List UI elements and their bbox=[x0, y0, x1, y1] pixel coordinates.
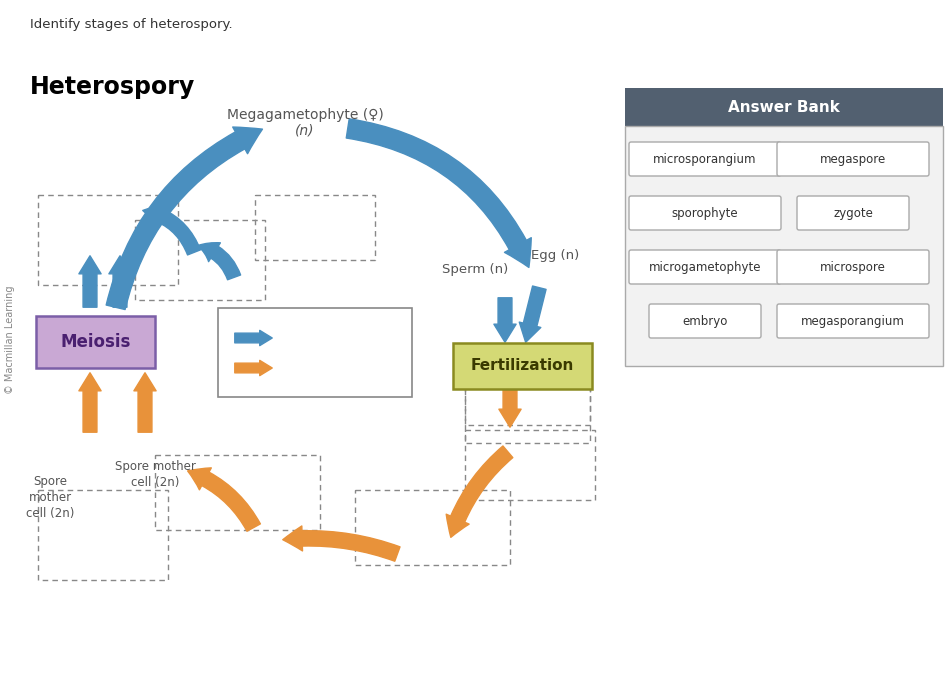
FancyArrowPatch shape bbox=[134, 373, 156, 432]
FancyBboxPatch shape bbox=[629, 250, 781, 284]
FancyArrowPatch shape bbox=[446, 446, 513, 538]
Text: Spore
mother
cell (2n): Spore mother cell (2n) bbox=[26, 475, 74, 520]
FancyArrowPatch shape bbox=[520, 286, 546, 342]
Text: n: n bbox=[337, 332, 345, 344]
Text: microsporangium: microsporangium bbox=[654, 153, 757, 165]
Text: Heterospory: Heterospory bbox=[30, 75, 196, 99]
Bar bbox=[355, 490, 510, 565]
FancyBboxPatch shape bbox=[36, 316, 155, 368]
FancyBboxPatch shape bbox=[218, 308, 412, 397]
Text: megasporangium: megasporangium bbox=[801, 315, 905, 327]
Text: ): ) bbox=[346, 332, 351, 344]
Text: ): ) bbox=[358, 361, 363, 374]
FancyArrowPatch shape bbox=[79, 256, 101, 307]
Bar bbox=[155, 455, 320, 530]
Text: n: n bbox=[349, 361, 357, 374]
Bar bbox=[38, 490, 168, 580]
FancyArrowPatch shape bbox=[198, 243, 240, 280]
Text: (n): (n) bbox=[295, 123, 314, 137]
Text: megaspore: megaspore bbox=[820, 153, 886, 165]
FancyBboxPatch shape bbox=[649, 304, 761, 338]
FancyArrowPatch shape bbox=[346, 119, 531, 267]
FancyArrowPatch shape bbox=[142, 205, 200, 255]
Text: © Macmillan Learning: © Macmillan Learning bbox=[5, 285, 15, 394]
Text: sporophyte: sporophyte bbox=[672, 207, 738, 220]
Text: Diploid (2: Diploid (2 bbox=[282, 361, 342, 374]
Bar bbox=[135, 220, 265, 300]
FancyArrowPatch shape bbox=[235, 330, 273, 346]
Bar bbox=[465, 365, 590, 425]
FancyArrowPatch shape bbox=[494, 298, 516, 342]
Text: Spore mother
cell (2n): Spore mother cell (2n) bbox=[115, 460, 196, 489]
Text: Megagametophyte (♀): Megagametophyte (♀) bbox=[227, 108, 384, 122]
Text: Egg (n): Egg (n) bbox=[531, 249, 580, 262]
Text: Sperm (n): Sperm (n) bbox=[442, 264, 508, 277]
Bar bbox=[625, 88, 943, 126]
Bar bbox=[465, 430, 595, 500]
FancyArrowPatch shape bbox=[79, 373, 101, 432]
FancyBboxPatch shape bbox=[629, 196, 781, 230]
FancyArrowPatch shape bbox=[109, 256, 131, 307]
FancyBboxPatch shape bbox=[777, 304, 929, 338]
FancyBboxPatch shape bbox=[453, 343, 592, 389]
Bar bbox=[625, 126, 943, 366]
Text: Answer Bank: Answer Bank bbox=[728, 100, 840, 115]
FancyArrowPatch shape bbox=[235, 361, 273, 376]
FancyBboxPatch shape bbox=[777, 142, 929, 176]
Text: microgametophyte: microgametophyte bbox=[649, 260, 761, 273]
Bar bbox=[38, 195, 178, 285]
Text: Identify stages of heterospory.: Identify stages of heterospory. bbox=[30, 18, 233, 31]
Bar bbox=[255, 195, 375, 260]
FancyBboxPatch shape bbox=[629, 142, 781, 176]
FancyArrowPatch shape bbox=[187, 468, 260, 532]
Text: embryo: embryo bbox=[682, 315, 728, 327]
Text: Meiosis: Meiosis bbox=[61, 333, 131, 351]
Text: microspore: microspore bbox=[820, 260, 886, 273]
Text: Fertilization: Fertilization bbox=[470, 359, 574, 374]
Text: Haploid (: Haploid ( bbox=[282, 332, 338, 344]
FancyBboxPatch shape bbox=[797, 196, 909, 230]
Bar bbox=[465, 385, 590, 443]
FancyArrowPatch shape bbox=[499, 383, 522, 427]
FancyArrowPatch shape bbox=[106, 127, 262, 310]
Text: zygote: zygote bbox=[833, 207, 873, 220]
FancyBboxPatch shape bbox=[777, 250, 929, 284]
FancyArrowPatch shape bbox=[283, 526, 400, 561]
